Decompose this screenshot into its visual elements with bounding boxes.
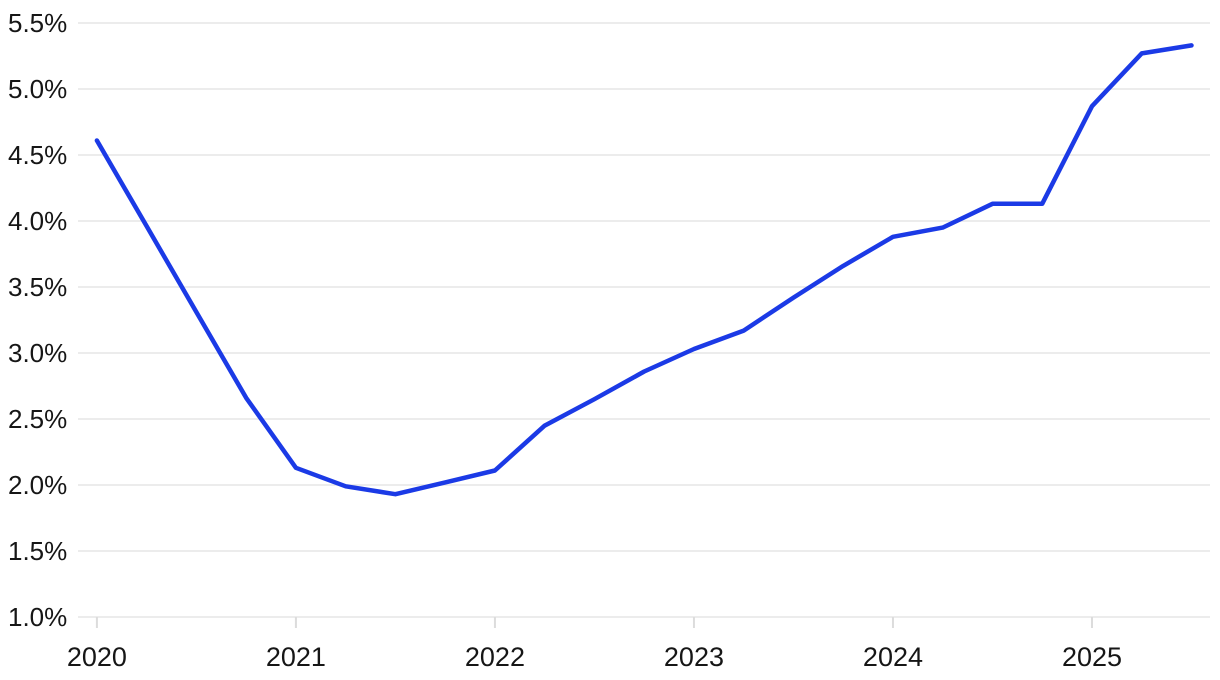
y-axis-label: 3.0% [8, 338, 67, 368]
x-axis-label: 2022 [465, 642, 525, 672]
x-axis-label: 2020 [67, 642, 127, 672]
y-axis-label: 4.0% [8, 206, 67, 236]
y-axis-label: 1.5% [8, 536, 67, 566]
x-axis-label: 2025 [1062, 642, 1122, 672]
y-axis-label: 1.0% [8, 602, 67, 632]
y-axis-label: 4.5% [8, 140, 67, 170]
x-axis-label: 2023 [664, 642, 724, 672]
y-axis-label: 3.5% [8, 272, 67, 302]
x-axis-label: 2021 [266, 642, 326, 672]
y-axis-label: 5.5% [8, 8, 67, 38]
data-line-rate-percent [94, 43, 1194, 497]
y-axis-label: 5.0% [8, 74, 67, 104]
y-axis-label: 2.5% [8, 404, 67, 434]
y-axis-label: 2.0% [8, 470, 67, 500]
x-axis-label: 2024 [863, 642, 923, 672]
